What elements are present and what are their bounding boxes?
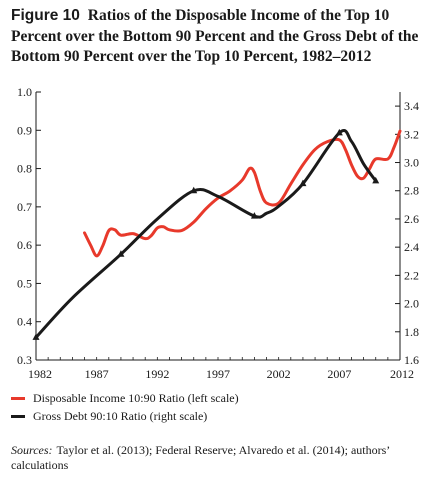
- chart-title: Figure 10 Ratios of the Disposable Incom…: [11, 6, 426, 68]
- line-chart: 0.3 0.4 0.5 0.6 0.7 0.8 0.9 1.0 1.6 1.8 2.0 2.2 2.4 2…: [17, 85, 419, 381]
- y-left-tick-label: 0.3: [17, 353, 32, 367]
- y-right-tick-label: 2.2: [404, 268, 419, 282]
- chart-legend: Disposable Income 10:90 Ratio (left scal…: [11, 389, 411, 425]
- sources-label: Sources:: [11, 443, 53, 457]
- x-tick-label: 2002: [267, 367, 291, 381]
- figure-title: Ratios of the Disposable Income of the T…: [11, 7, 419, 65]
- debt-point-marker: [335, 128, 343, 136]
- legend-swatch-income: [11, 396, 25, 400]
- y-right-tick-label: 2.4: [404, 240, 419, 254]
- debt-point-marker: [299, 179, 307, 187]
- legend-item-income: Disposable Income 10:90 Ratio (left scal…: [11, 389, 411, 407]
- debt-point-marker: [250, 212, 258, 219]
- debt-point-marker: [190, 186, 198, 194]
- legend-swatch-debt: [11, 414, 25, 418]
- y-right-tick-label: 2.6: [404, 212, 419, 226]
- sources-text: Taylor et al. (2013); Federal Reserve; A…: [11, 443, 390, 472]
- legend-label-income: Disposable Income 10:90 Ratio (left scal…: [33, 391, 239, 405]
- debt-point-marker: [117, 250, 125, 257]
- x-tick-label: 1982: [28, 367, 52, 381]
- debt-point-marker: [32, 333, 40, 340]
- y-left-tick-label: 0.9: [17, 123, 32, 137]
- x-tick-label: 1997: [206, 367, 230, 381]
- debt-point-marker: [372, 176, 380, 184]
- y-left-tick-label: 0.6: [17, 238, 32, 252]
- y-right-tick-label: 3.0: [404, 156, 419, 170]
- series-line-debt: [34, 129, 378, 339]
- series-line-income: [83, 129, 402, 258]
- figure-label: Figure 10: [11, 7, 80, 24]
- y-left-tick-label: 1.0: [17, 85, 32, 99]
- y-right-tick-label: 1.6: [404, 353, 419, 367]
- legend-item-debt: Gross Debt 90:10 Ratio (right scale): [11, 407, 411, 425]
- y-right-tick-label: 3.4: [404, 99, 419, 113]
- legend-label-debt: Gross Debt 90:10 Ratio (right scale): [33, 409, 208, 423]
- y-right-tick-label: 3.2: [404, 127, 419, 141]
- x-tick-label: 2007: [327, 367, 351, 381]
- sources-note: Sources: Taylor et al. (2013); Federal Re…: [11, 443, 426, 473]
- y-right-tick-label: 2.8: [404, 184, 419, 198]
- x-tick-label: 2012: [390, 367, 414, 381]
- y-left-tick-label: 0.8: [17, 162, 32, 176]
- y-left-tick-label: 0.4: [17, 315, 32, 329]
- y-right-tick-label: 1.8: [404, 325, 419, 339]
- x-tick-label: 1987: [85, 367, 109, 381]
- y-right-tick-label: 2.0: [404, 297, 419, 311]
- x-tick-label: 1992: [145, 367, 169, 381]
- y-left-tick-label: 0.7: [17, 200, 32, 214]
- y-left-tick-label: 0.5: [17, 276, 32, 290]
